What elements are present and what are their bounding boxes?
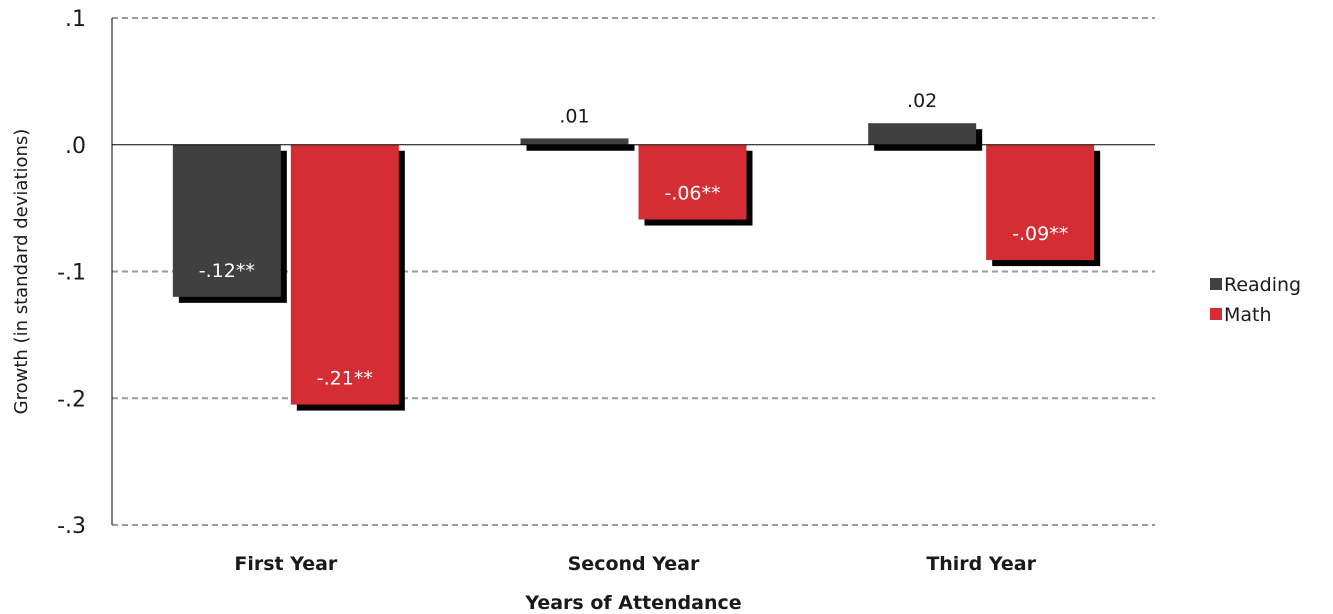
legend-swatch-reading — [1210, 278, 1222, 290]
legend-label-math: Math — [1224, 304, 1272, 326]
y-tick-label: -.3 — [57, 514, 86, 539]
legend: Reading Math — [1210, 274, 1301, 326]
y-axis-title: Growth (in standard deviations) — [11, 129, 32, 415]
x-axis-title: Years of Attendance — [524, 592, 741, 614]
bar-math-1 — [638, 144, 747, 220]
data-label: -.21** — [317, 368, 373, 390]
bar-reading-1 — [520, 138, 629, 145]
y-tick-label: -.2 — [57, 387, 86, 412]
bar-math-0 — [290, 144, 399, 405]
y-tick-label: -.1 — [57, 261, 86, 286]
x-axis-ticks: First Year Second Year Third Year — [234, 553, 1036, 575]
bars — [172, 123, 1095, 405]
x-tick-label: Second Year — [568, 553, 700, 575]
data-label: .02 — [907, 90, 937, 112]
data-label: .01 — [559, 105, 589, 127]
x-tick-label: Third Year — [926, 553, 1036, 575]
legend-label-reading: Reading — [1224, 274, 1301, 296]
bar-shadow — [526, 144, 635, 151]
y-tick-label: .0 — [65, 134, 86, 159]
bar-math-2 — [986, 144, 1095, 261]
y-axis-ticks: .1 .0 -.1 -.2 -.3 — [57, 7, 86, 539]
x-tick-label: First Year — [234, 553, 338, 575]
bar-reading-2 — [868, 123, 977, 145]
legend-swatch-math — [1210, 308, 1222, 320]
data-labels: -.12** -.21** .01 -.06** .02 -.09** — [199, 90, 1068, 389]
y-tick-label: .1 — [65, 7, 86, 32]
data-label: -.12** — [199, 260, 255, 282]
data-label: -.06** — [664, 183, 720, 205]
data-label: -.09** — [1012, 223, 1068, 245]
bar-reading-0 — [172, 144, 281, 297]
